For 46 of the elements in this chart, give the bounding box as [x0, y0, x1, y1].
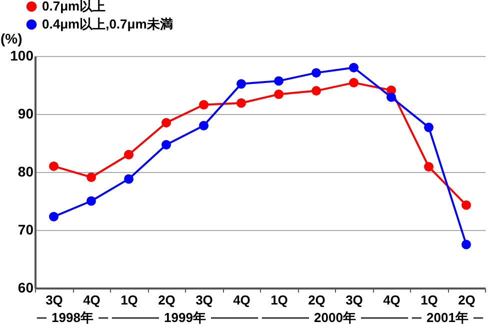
point	[236, 79, 246, 89]
point	[424, 122, 434, 132]
y-tick-label: 60	[18, 280, 34, 296]
x-tick-label: 3Q	[196, 292, 213, 308]
x-tick-label: 1Q	[120, 292, 138, 308]
x-tick-label: 3Q	[346, 292, 363, 308]
legend-label: 0.4μm以上,0.7μm未満	[42, 16, 173, 32]
point	[86, 172, 96, 182]
y-tick-label: 70	[18, 222, 34, 238]
x-tick-label: 1Q	[270, 292, 288, 308]
point	[424, 162, 434, 172]
point	[86, 196, 96, 206]
point	[349, 62, 358, 72]
text: 1998年	[52, 310, 94, 325]
y-axis-title: (%)	[0, 30, 22, 46]
point	[462, 240, 471, 250]
point	[236, 98, 246, 108]
text: 2000年	[314, 310, 356, 325]
x-tick-label: 4Q	[83, 292, 100, 308]
point	[199, 120, 208, 130]
point	[49, 212, 58, 222]
point	[162, 118, 171, 128]
point	[312, 86, 321, 96]
point	[386, 92, 396, 102]
y-tick-label: 90	[18, 106, 34, 122]
text: 1999年	[164, 310, 206, 325]
x-tick-label: 1Q	[420, 292, 438, 308]
point	[274, 90, 284, 100]
x-tick-label: 3Q	[46, 292, 63, 308]
x-tick-label: 2Q	[158, 292, 176, 308]
x-tick-label: 4Q	[383, 292, 400, 308]
point	[274, 76, 284, 86]
point	[462, 200, 471, 210]
point	[162, 140, 171, 150]
y-tick-label: 100	[10, 48, 34, 64]
point	[199, 100, 208, 110]
text: 2001年	[426, 310, 468, 325]
point	[349, 78, 358, 88]
point	[312, 68, 321, 78]
x-tick-label: 4Q	[233, 292, 250, 308]
x-tick-label: 2Q	[458, 292, 476, 308]
y-tick-label: 80	[18, 164, 34, 180]
point	[124, 174, 134, 184]
x-tick-label: 2Q	[308, 292, 326, 308]
point	[49, 161, 58, 171]
point	[124, 150, 134, 160]
